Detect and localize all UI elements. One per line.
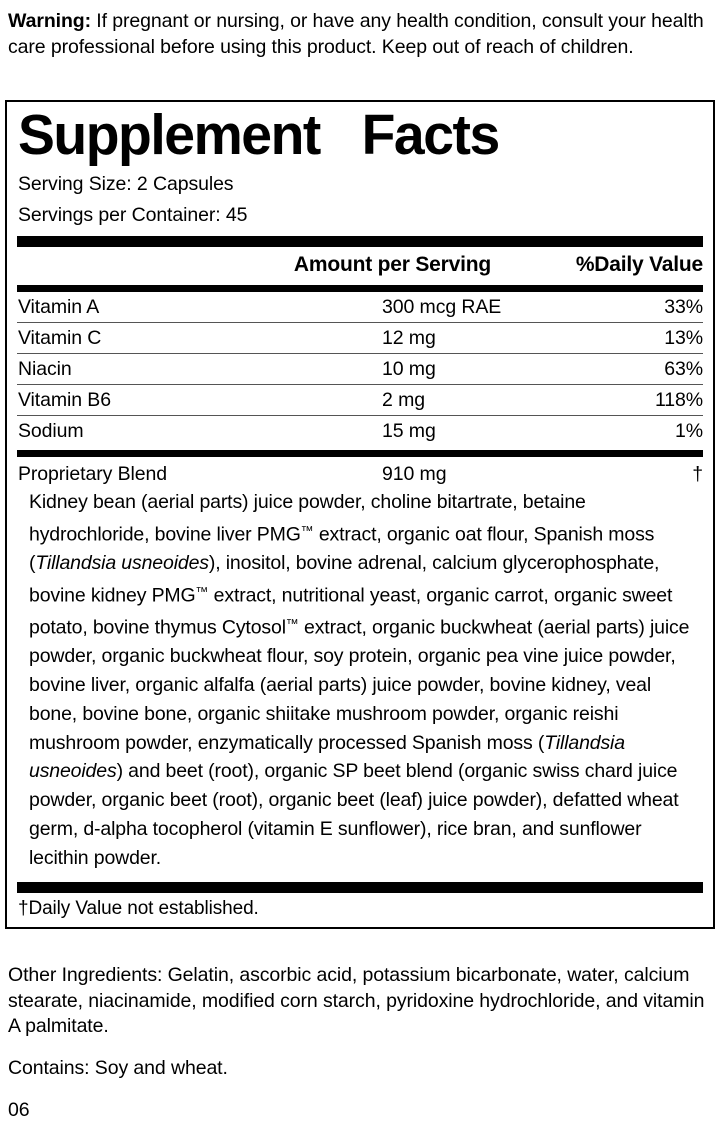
- label-footer: Other Ingredients: Gelatin, ascorbic aci…: [8, 963, 708, 1123]
- proprietary-blend-name: Proprietary Blend: [18, 463, 167, 485]
- row-separator: [17, 384, 703, 385]
- proprietary-blend-daily-value: †: [692, 463, 703, 485]
- nutrient-amount: 2 mg: [382, 389, 425, 411]
- nutrient-daily-value: 1%: [675, 420, 703, 442]
- other-ingredients-text: Other Ingredients: Gelatin, ascorbic aci…: [8, 964, 705, 1037]
- table-row: Sodium 15 mg 1%: [15, 416, 705, 446]
- column-header-row: Amount per Serving %Daily Value: [15, 247, 705, 281]
- daily-value-footnote: †Daily Value not established.: [18, 897, 259, 919]
- table-row: Vitamin C 12 mg 13%: [15, 323, 705, 353]
- warning-body: If pregnant or nursing, or have any heal…: [8, 10, 704, 58]
- nutrient-amount: 12 mg: [382, 327, 436, 349]
- warning-label: Warning:: [8, 10, 91, 32]
- nutrient-amount: 300 mcg RAE: [382, 296, 502, 318]
- table-row: Niacin 10 mg 63%: [15, 354, 705, 384]
- latin-name: Tillandsia usneoides: [29, 731, 625, 783]
- nutrient-daily-value: 33%: [664, 296, 703, 318]
- nutrient-daily-value: 63%: [664, 358, 703, 380]
- nutrient-daily-value: 13%: [664, 327, 703, 349]
- rule-above-footnote: [17, 881, 703, 893]
- proprietary-blend-row: Proprietary Blend 910 mg †: [15, 457, 705, 486]
- rule-below-column-headers: [17, 285, 703, 292]
- proprietary-blend-ingredients: Kidney bean (aerial parts) juice powder,…: [29, 491, 690, 869]
- contains-allergens-text: Contains: Soy and wheat.: [8, 1056, 228, 1079]
- nutrient-amount: 10 mg: [382, 358, 436, 380]
- rule-above-column-headers: [17, 236, 703, 247]
- column-header-amount: Amount per Serving: [293, 253, 491, 276]
- warning-text: Warning: If pregnant or nursing, or have…: [0, 0, 720, 60]
- row-separator: [17, 322, 703, 323]
- table-row: Vitamin B6 2 mg 118%: [15, 385, 705, 415]
- trademark-icon: ™: [285, 615, 299, 631]
- column-header-daily-value: %Daily Value: [575, 253, 703, 276]
- rule-above-proprietary-blend: [17, 450, 703, 457]
- panel-title: Supplement Facts: [18, 103, 500, 167]
- trademark-icon: ™: [300, 522, 314, 538]
- nutrient-name: Sodium: [18, 420, 84, 442]
- nutrient-name: Vitamin C: [18, 327, 102, 349]
- nutrient-name: Niacin: [18, 358, 72, 380]
- nutrient-daily-value: 118%: [654, 389, 703, 411]
- row-separator: [17, 415, 703, 416]
- servings-per-container-line: Servings per Container: 45: [18, 204, 248, 226]
- nutrient-amount: 15 mg: [382, 420, 436, 442]
- table-row: Vitamin A 300 mcg RAE 33%: [15, 292, 705, 322]
- nutrient-name: Vitamin A: [18, 296, 100, 318]
- serving-size-line: Serving Size: 2 Capsules: [18, 173, 234, 195]
- trademark-icon: ™: [195, 583, 209, 599]
- nutrient-name: Vitamin B6: [18, 389, 111, 411]
- row-separator: [17, 353, 703, 354]
- proprietary-blend-amount: 910 mg: [382, 463, 447, 485]
- latin-name: Tillandsia usneoides: [35, 551, 209, 574]
- supplement-facts-box: Supplement Facts Serving Size: 2 Capsule…: [5, 100, 715, 929]
- revision-code: 06: [8, 1099, 30, 1121]
